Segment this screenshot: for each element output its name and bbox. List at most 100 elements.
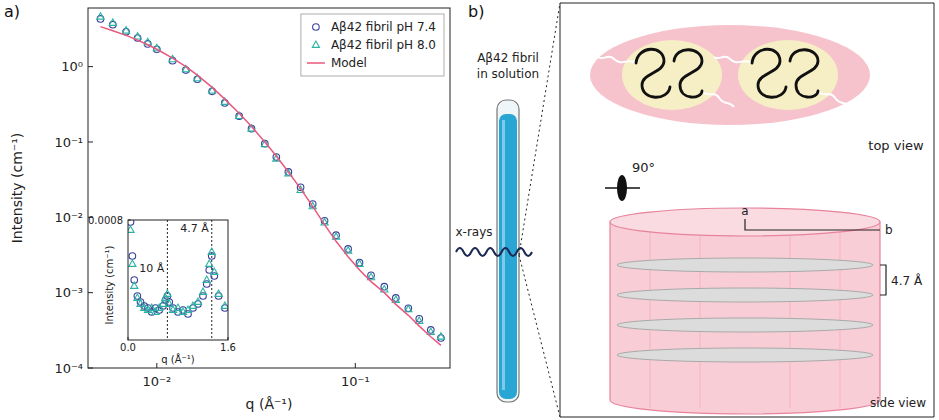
data-point <box>164 290 171 296</box>
annotation-line <box>167 220 168 340</box>
x-tick <box>128 337 129 340</box>
zoom-line <box>519 3 560 255</box>
annotation-label: 4.7 Å <box>180 222 209 235</box>
beta-sheet-disc <box>617 288 873 302</box>
figure: 10⁻²10⁻¹10⁻⁴10⁻³10⁻²10⁻¹10⁰q (Å⁻¹)Intens… <box>0 0 939 420</box>
legend-frame <box>301 14 444 76</box>
y-tick <box>128 220 131 221</box>
plot-frame <box>88 8 450 368</box>
data-point <box>215 290 222 296</box>
x-tick-label: 10⁻² <box>143 374 172 389</box>
data-point <box>405 305 412 311</box>
side-view-label: side view <box>870 396 926 410</box>
x-axis-title: q (Å⁻¹) <box>161 353 195 365</box>
legend-swatch <box>307 62 325 64</box>
data-point <box>437 333 444 339</box>
data-point <box>208 248 215 254</box>
top-view-label: top view <box>868 138 924 153</box>
data-point <box>174 304 181 310</box>
data-point <box>159 300 166 306</box>
plot-background <box>88 8 450 368</box>
legend-label: Aβ42 fibril pH 7.4 <box>331 20 436 34</box>
beam-label: x-rays <box>455 225 492 239</box>
legend: Aβ42 fibril pH 7.4Aβ42 fibril pH 8.0Mode… <box>301 14 444 76</box>
tube-highlight <box>502 120 505 390</box>
annotation-line <box>211 220 212 340</box>
beta-sheet-disc <box>617 318 873 332</box>
fibril-tail <box>702 91 734 107</box>
fibril-strand <box>636 49 702 97</box>
legend-label: Model <box>331 56 367 70</box>
legend-swatch <box>313 24 320 31</box>
fibril-core <box>622 40 722 110</box>
beta-sheet-disc <box>617 258 873 272</box>
data-point <box>438 335 445 342</box>
y-axis-title: Intensity (cm⁻¹) <box>9 133 25 244</box>
fibril-strand <box>752 49 818 97</box>
data-point <box>131 282 138 288</box>
legend-swatch <box>312 41 319 47</box>
fibril-tail <box>598 57 636 63</box>
data-point <box>345 246 352 253</box>
x-tick <box>228 337 229 340</box>
data-point <box>405 305 412 312</box>
data-point <box>156 304 163 310</box>
data-point <box>356 260 363 266</box>
plot-marks <box>128 220 228 340</box>
data-point <box>200 293 207 300</box>
data-point <box>109 19 116 25</box>
data-point <box>221 302 228 308</box>
panel-letter: a) <box>4 2 20 21</box>
data-point <box>203 281 210 288</box>
data-point <box>166 300 173 306</box>
radius-line <box>745 219 880 230</box>
chart-0: 10⁻²10⁻¹10⁻⁴10⁻³10⁻²10⁻¹10⁰q (Å⁻¹)Intens… <box>4 2 450 412</box>
y-tick-label: 10⁻⁴ <box>54 361 83 376</box>
fibril-tail <box>818 91 850 107</box>
data-point <box>134 294 141 300</box>
y-tick <box>88 368 93 369</box>
plot-marks <box>97 13 445 346</box>
panel-letter: b) <box>468 2 484 21</box>
y-tick-label: 10⁻³ <box>54 285 83 300</box>
chart-1: 0.0 1.6 0.0008 10 Å 4.7 Å q (Å⁻¹) Intensity (c… <box>88 215 236 366</box>
y-tick <box>88 141 93 142</box>
spacing-label: 4.7 Å <box>891 273 923 288</box>
annotation-patch <box>179 222 210 235</box>
x-tick-label: 0.0 <box>120 342 136 353</box>
data-point <box>416 317 423 323</box>
data-point <box>345 247 352 253</box>
data-point <box>97 13 104 19</box>
annotation-patch <box>138 262 165 275</box>
rotation-axis <box>605 187 640 189</box>
data-point <box>128 226 134 232</box>
y-tick <box>88 292 93 293</box>
cylinder-shade <box>650 230 651 408</box>
data-point <box>211 268 218 274</box>
zoom-line <box>519 255 560 417</box>
spacing-bracket <box>880 265 886 295</box>
data-point <box>211 273 218 280</box>
data-point <box>129 260 136 266</box>
x-tick <box>355 363 356 368</box>
y-tick-label: 0.0008 <box>88 215 123 226</box>
x-axis-title: q (Å⁻¹) <box>246 396 293 412</box>
x-tick-label: 1.6 <box>220 342 236 353</box>
zoom-box <box>560 3 934 417</box>
data-point <box>206 260 213 266</box>
y-tick-label: 10⁻² <box>54 210 83 225</box>
top-view-ellipse <box>590 25 870 125</box>
y-tick-label: 10⁻¹ <box>54 135 83 150</box>
data-point <box>152 308 159 314</box>
fibril-tail <box>714 57 752 63</box>
fibril-core <box>738 40 838 110</box>
data-point <box>162 294 169 300</box>
data-point <box>356 259 363 266</box>
data-point <box>194 298 201 304</box>
annotation-label: 10 Å <box>139 262 164 275</box>
radius-label: b <box>885 223 893 237</box>
sample-label: in solution <box>477 67 539 81</box>
data-point <box>129 253 136 260</box>
data-point <box>128 220 134 225</box>
y-axis-title: Intensity (cm⁻¹) <box>104 245 115 324</box>
